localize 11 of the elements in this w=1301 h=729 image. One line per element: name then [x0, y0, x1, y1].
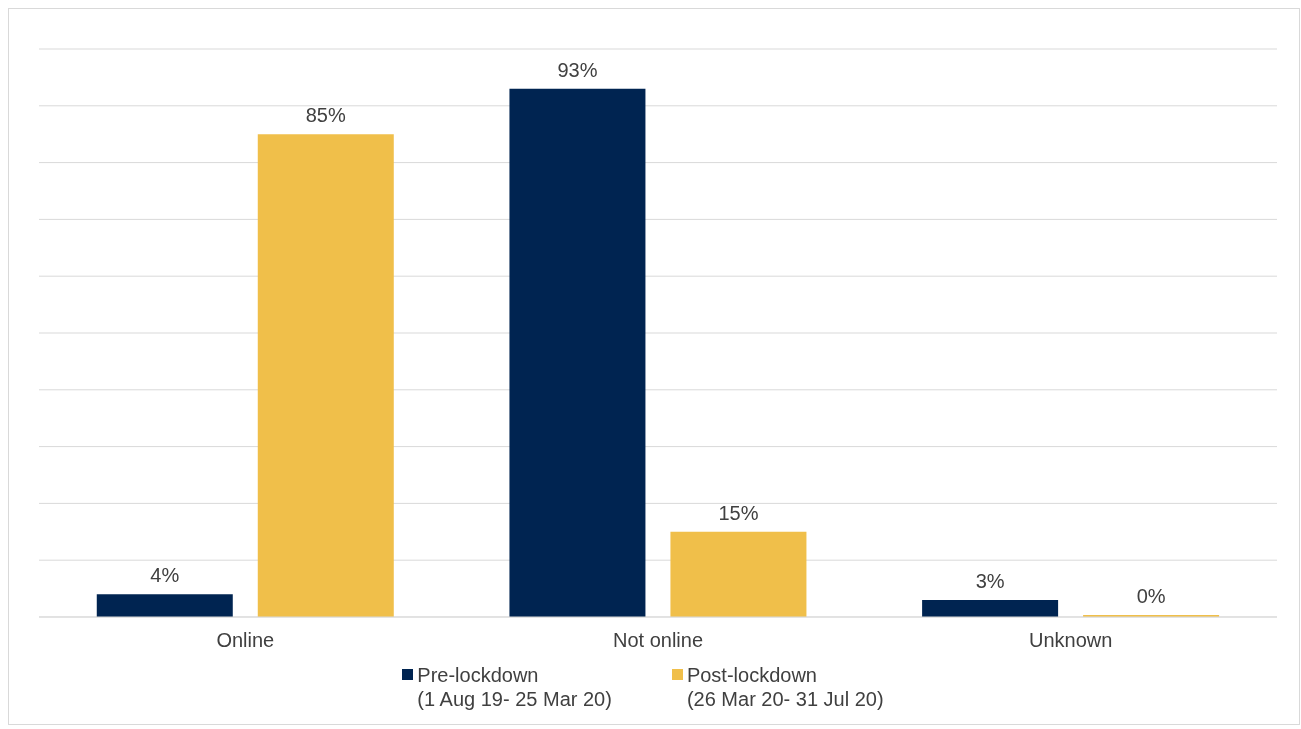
data-label: 3%: [975, 569, 1005, 592]
data-label: 85%: [305, 104, 346, 127]
data-label: 93%: [557, 58, 598, 81]
data-label: 0%: [1136, 585, 1166, 607]
legend-label: Pre-lockdown (1 Aug 19- 25 Mar 20): [417, 663, 612, 711]
data-label: 15%: [718, 501, 759, 524]
x-tick-label: Unknown: [1028, 629, 1113, 652]
data-label: 4%: [150, 564, 180, 587]
x-tick-label: Online: [216, 629, 275, 652]
x-tick-label: Not online: [612, 629, 704, 652]
legend-label: Post-lockdown (26 Mar 20- 31 Jul 20): [686, 663, 884, 711]
